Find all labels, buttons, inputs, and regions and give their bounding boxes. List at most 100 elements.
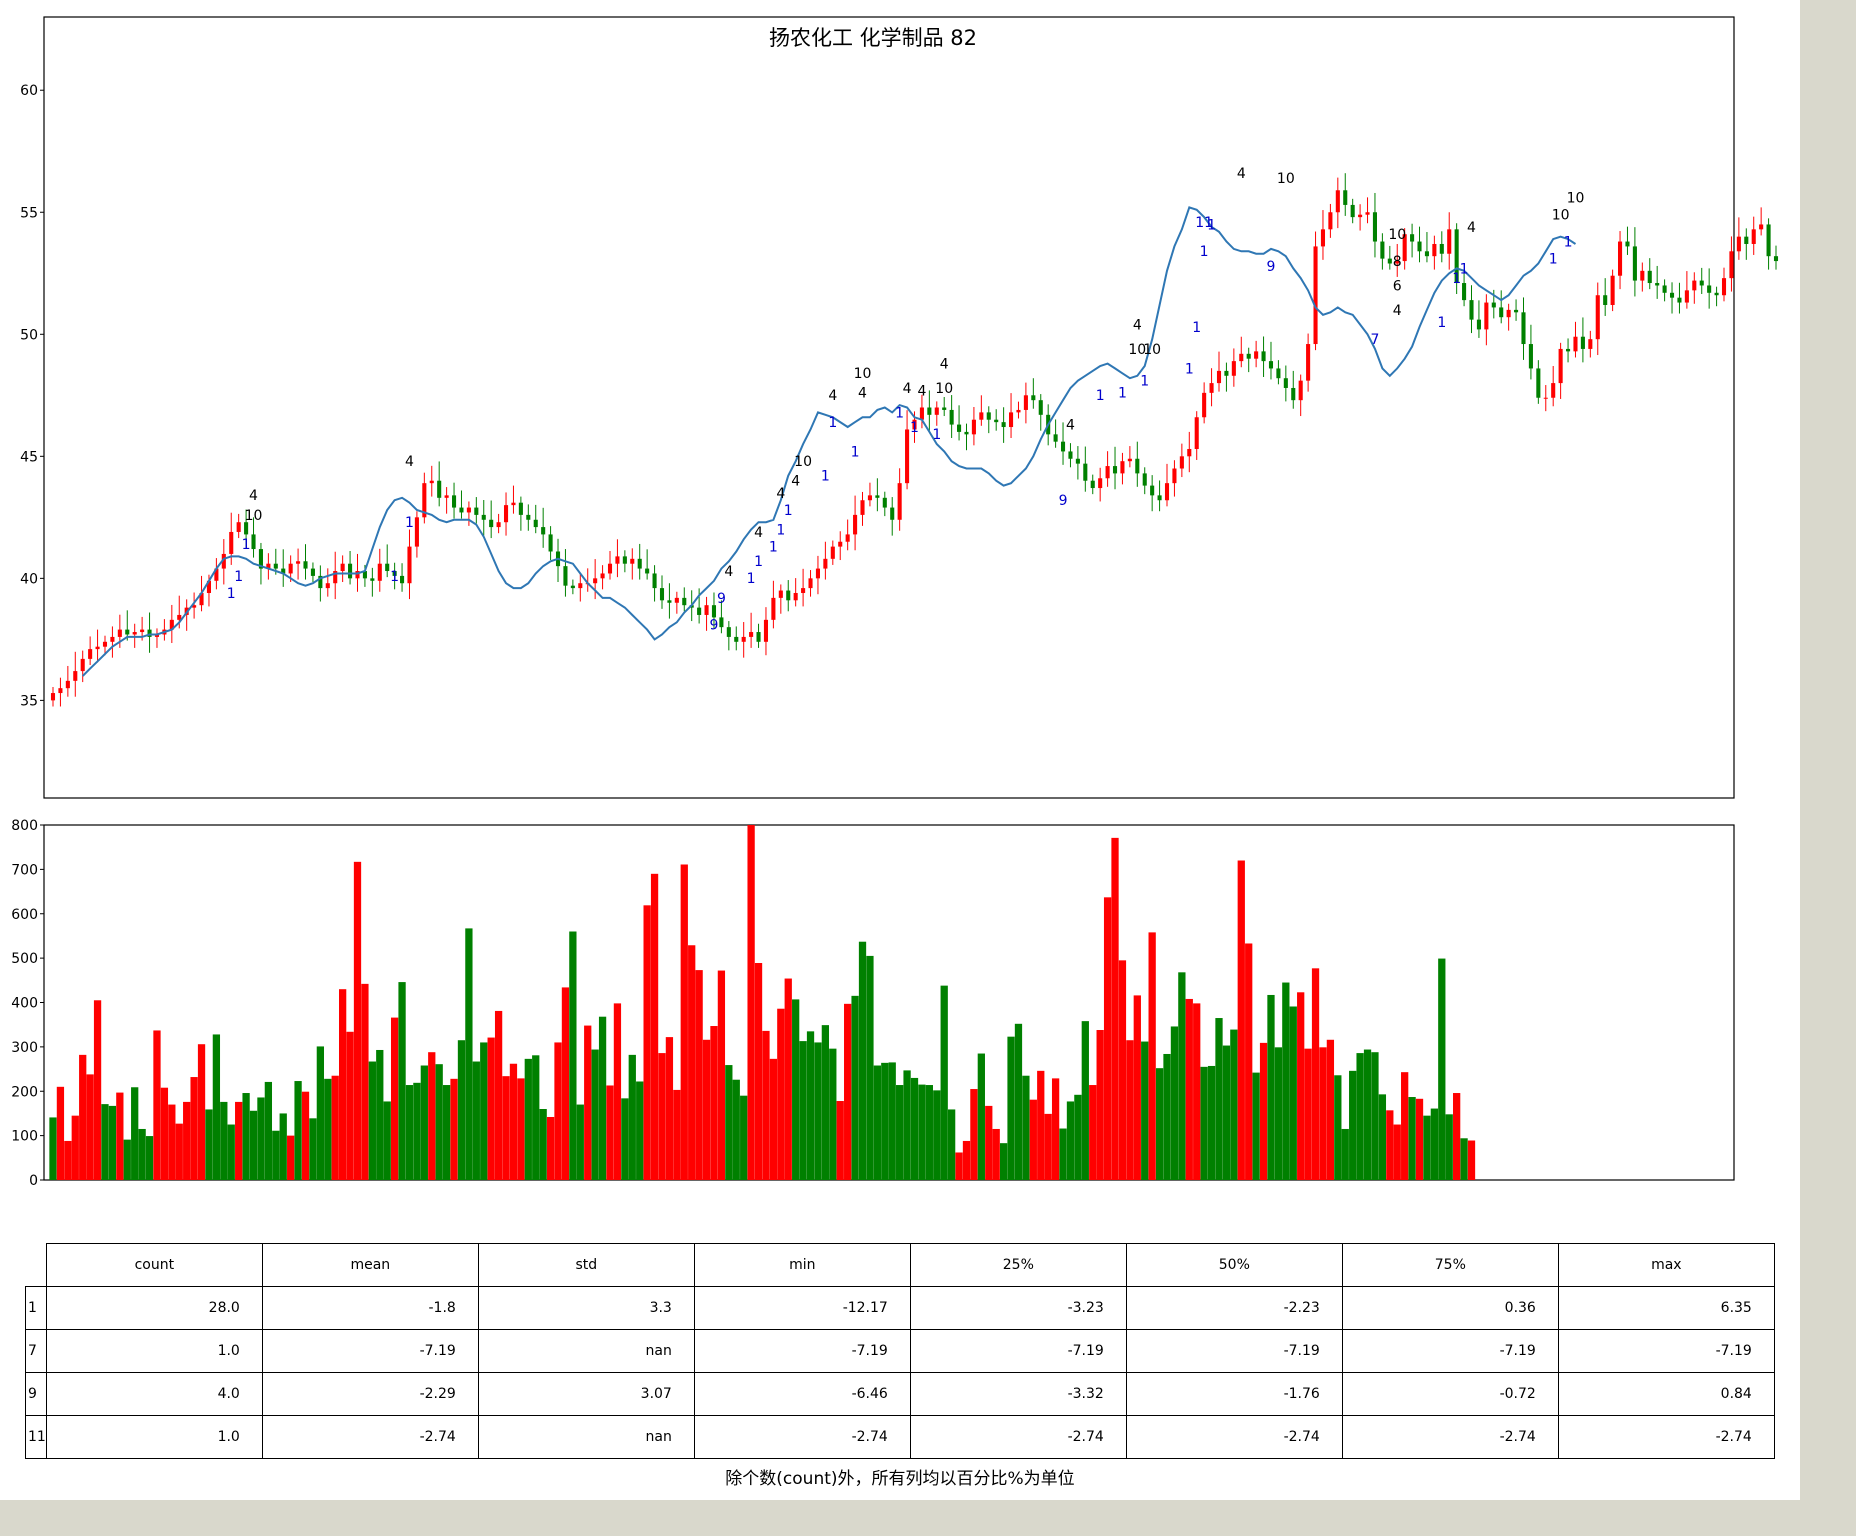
volume-bar bbox=[680, 864, 688, 1180]
volume-bar bbox=[806, 1031, 815, 1180]
candle-body bbox=[452, 495, 457, 508]
candle-body bbox=[1098, 478, 1103, 489]
moving-average-line bbox=[81, 206, 1577, 677]
volume-bar bbox=[1252, 1072, 1260, 1180]
volume-bar bbox=[190, 1077, 198, 1180]
candle-body bbox=[890, 507, 895, 520]
candle-body bbox=[1268, 361, 1274, 369]
candle-body bbox=[533, 519, 538, 528]
volume-bar bbox=[643, 905, 651, 1180]
volume-bar bbox=[56, 1086, 65, 1180]
signal-marker: 1 bbox=[821, 469, 830, 485]
candle-body bbox=[414, 517, 419, 547]
table-cell: -3.23 bbox=[909, 1286, 1127, 1330]
chart-title: 扬农化工 化学制品 82 bbox=[769, 26, 977, 50]
volume-bar bbox=[1066, 1101, 1075, 1180]
candle-body bbox=[1365, 212, 1370, 215]
col-header: max bbox=[1557, 1243, 1775, 1287]
table-cell: -2.74 bbox=[693, 1415, 911, 1459]
volume-bar bbox=[999, 1143, 1008, 1180]
table-cell: 3.07 bbox=[477, 1372, 695, 1416]
candle-body bbox=[1328, 212, 1333, 230]
candle-body bbox=[1380, 241, 1385, 259]
candle-body bbox=[169, 619, 174, 630]
signal-marker: 4 bbox=[1133, 317, 1142, 333]
candle-body bbox=[1551, 383, 1556, 398]
volume-bar bbox=[517, 1078, 525, 1180]
signal-marker: 4 bbox=[754, 525, 763, 541]
candle-body bbox=[73, 671, 78, 681]
volume-bar bbox=[970, 1089, 978, 1180]
volume-bar bbox=[1007, 1036, 1015, 1180]
volume-bar bbox=[390, 1017, 399, 1180]
volume-bar bbox=[71, 1115, 79, 1180]
candle-body bbox=[1254, 351, 1259, 359]
volume-bar bbox=[1230, 1029, 1238, 1180]
candle-body bbox=[1142, 473, 1147, 486]
signal-marker: 10 bbox=[935, 381, 953, 397]
volume-bar bbox=[695, 970, 703, 1180]
candle-body bbox=[1202, 392, 1207, 418]
volume-bar bbox=[925, 1085, 933, 1180]
volume-bar bbox=[539, 1109, 547, 1180]
candle-body bbox=[994, 419, 999, 423]
candle-body bbox=[593, 578, 598, 584]
volume-bar bbox=[1334, 1075, 1342, 1180]
candle-body bbox=[838, 541, 843, 547]
table-row: 9 4.0 -2.29 3.07 -6.46 -3.32 -1.76 -0.72… bbox=[25, 1372, 1775, 1416]
volume-bar bbox=[1103, 897, 1112, 1180]
candle-body bbox=[659, 588, 665, 601]
volume-bar bbox=[1170, 1026, 1179, 1180]
volume-bar bbox=[1282, 982, 1290, 1180]
candle-body bbox=[400, 575, 405, 584]
volume-bar bbox=[1311, 968, 1320, 1180]
candle-body bbox=[1499, 307, 1504, 318]
volume-bar bbox=[546, 1116, 555, 1180]
y-tick-label: 400 bbox=[11, 996, 38, 1012]
candle-body bbox=[607, 563, 613, 574]
volume-bar bbox=[405, 1085, 414, 1180]
candle-body bbox=[251, 534, 256, 550]
candle-body bbox=[1417, 241, 1422, 252]
candle-body bbox=[882, 497, 887, 508]
candle-body bbox=[1224, 370, 1229, 376]
volume-bar bbox=[1185, 998, 1193, 1180]
candle-body bbox=[1558, 348, 1563, 384]
candle-body bbox=[481, 514, 486, 520]
volume-bar bbox=[368, 1061, 376, 1180]
volume-bar bbox=[376, 1049, 384, 1180]
volume-bar bbox=[1148, 932, 1156, 1180]
candle-body bbox=[437, 480, 442, 498]
candle-body bbox=[1736, 236, 1741, 252]
candle-body bbox=[80, 658, 85, 672]
volume-bar bbox=[183, 1101, 191, 1180]
candle-body bbox=[296, 561, 301, 564]
signal-marker: 4 bbox=[1066, 417, 1075, 433]
candle-body bbox=[1335, 190, 1340, 213]
candle-body bbox=[1075, 458, 1080, 464]
candle-body bbox=[756, 632, 761, 642]
candle-body bbox=[1662, 285, 1667, 293]
signal-marker: 1 bbox=[1118, 386, 1127, 402]
signal-marker: 9 bbox=[717, 591, 726, 607]
candle-body bbox=[845, 534, 850, 542]
candle-body bbox=[964, 431, 969, 435]
candle-body bbox=[1469, 300, 1474, 320]
signal-marker: 1 bbox=[754, 554, 763, 570]
candle-body bbox=[1462, 283, 1467, 301]
candle-body bbox=[1647, 270, 1652, 284]
candle-body bbox=[1402, 234, 1407, 262]
candle-body bbox=[711, 605, 717, 618]
table-header-row: count mean std min 25% 50% 75% max bbox=[25, 1243, 1775, 1287]
volume-bar bbox=[1200, 1066, 1208, 1180]
volume-bar bbox=[123, 1139, 131, 1180]
signal-marker: 7 bbox=[1370, 332, 1379, 348]
volume-bar bbox=[316, 1046, 325, 1180]
volume-bar bbox=[197, 1044, 206, 1180]
volume-bar bbox=[487, 1037, 495, 1180]
candle-body bbox=[474, 507, 479, 515]
volume-bar bbox=[339, 989, 347, 1180]
table-cell: -7.19 bbox=[1125, 1329, 1343, 1373]
candle-body bbox=[1566, 348, 1571, 352]
volume-bar bbox=[442, 1085, 451, 1180]
